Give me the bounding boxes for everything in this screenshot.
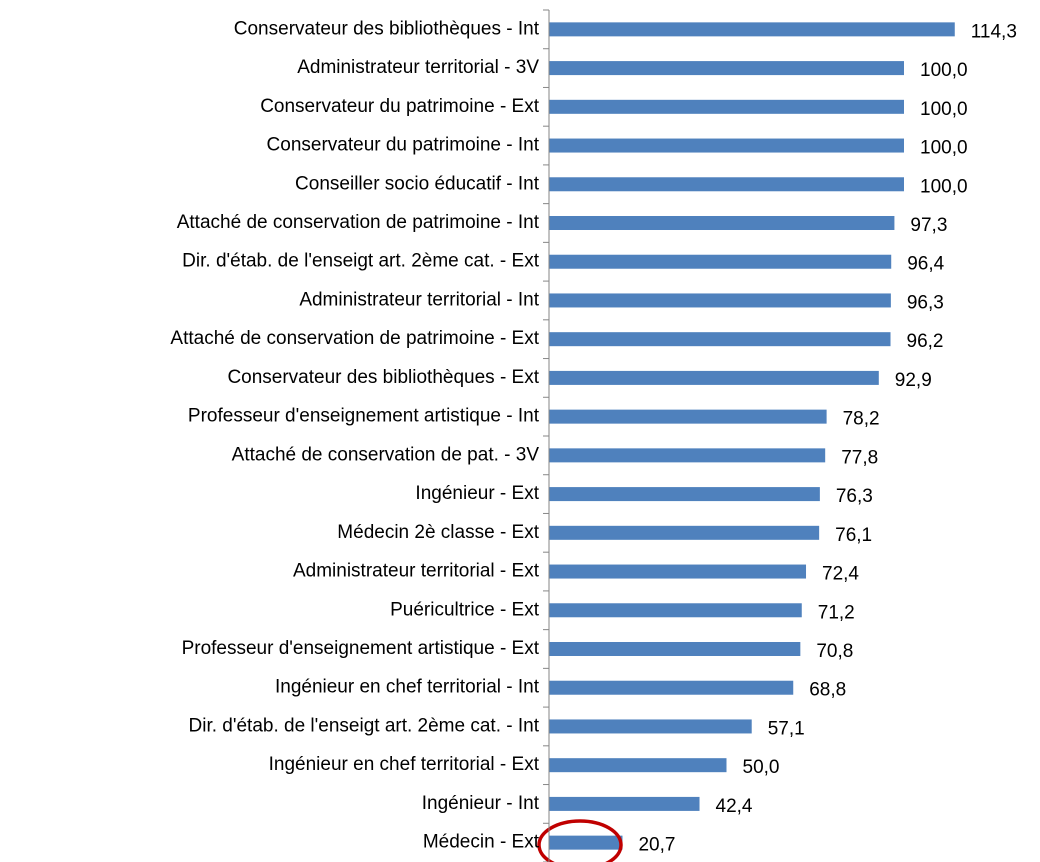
bar	[549, 835, 623, 850]
bar	[549, 22, 955, 37]
y-tick-label: Puéricultrice - Ext	[390, 599, 540, 620]
bar	[549, 216, 895, 230]
y-tick-label: Professeur d'enseignement artistique - E…	[182, 638, 540, 659]
y-tick-label: Ingénieur en chef territorial - Ext	[269, 754, 540, 775]
y-tick-label: Professeur d'enseignement artistique - I…	[188, 406, 540, 427]
bar	[549, 796, 700, 811]
bar	[549, 642, 801, 656]
value-label: 100,0	[920, 176, 968, 197]
y-tick-label: Dir. d'étab. de l'enseigt art. 2ème cat.…	[182, 251, 540, 272]
y-tick-label: Médecin - Ext	[423, 832, 540, 853]
y-tick-label: Attaché de conservation de pat. - 3V	[232, 444, 540, 465]
bar	[549, 525, 820, 540]
y-tick-label: Conservateur des bibliothèques - Int	[234, 18, 540, 39]
value-label: 76,3	[836, 486, 873, 507]
value-label: 72,4	[822, 564, 859, 585]
value-label: 96,4	[907, 254, 944, 275]
y-tick-label: Conseiller socio éducatif - Int	[295, 173, 540, 194]
bar	[549, 564, 807, 579]
value-label: 92,9	[895, 370, 932, 391]
highlight-ellipse	[537, 819, 623, 862]
y-tick-label: Ingénieur en chef territorial - Int	[275, 677, 540, 698]
y-tick-label: Administrateur territorial - 3V	[297, 57, 539, 78]
bar	[549, 758, 727, 773]
value-label: 50,0	[743, 757, 780, 778]
value-label: 78,2	[843, 409, 880, 430]
y-tick-label: Conservateur du patrimoine - Ext	[260, 96, 540, 117]
bar	[549, 177, 904, 192]
value-label: 76,1	[835, 525, 872, 546]
bar	[549, 138, 904, 153]
y-tick-label: Attaché de conservation de patrimoine - …	[170, 328, 539, 349]
value-label: 96,2	[907, 331, 944, 352]
value-label: 71,2	[818, 602, 855, 623]
bar	[549, 99, 904, 114]
bar	[549, 332, 891, 347]
value-label: 96,3	[907, 292, 944, 313]
value-label: 42,4	[716, 796, 753, 817]
bar	[549, 409, 827, 424]
bar	[549, 254, 892, 269]
y-tick-label: Dir. d'étab. de l'enseigt art. 2ème cat.…	[189, 715, 540, 736]
bar	[549, 603, 802, 618]
value-label: 70,8	[816, 641, 853, 662]
y-tick-label: Ingénieur - Int	[422, 793, 540, 814]
bar	[549, 61, 904, 76]
bar	[549, 680, 794, 695]
y-tick-label: Administrateur territorial - Ext	[293, 561, 540, 582]
value-label: 100,0	[920, 99, 968, 120]
y-tick-label: Conservateur des bibliothèques - Ext	[227, 367, 539, 388]
bar	[549, 487, 820, 502]
value-label: 100,0	[920, 60, 968, 81]
value-label: 97,3	[910, 215, 947, 236]
value-label: 68,8	[809, 680, 846, 701]
value-label: 114,3	[971, 21, 1017, 42]
value-label: 20,7	[638, 835, 675, 856]
value-label: 57,1	[768, 718, 805, 739]
value-label: 77,8	[841, 447, 878, 468]
bar	[549, 448, 826, 463]
value-label: 100,0	[920, 138, 968, 159]
y-tick-label: Médecin 2è classe - Ext	[337, 522, 539, 543]
y-tick-label: Ingénieur - Ext	[415, 483, 539, 504]
y-tick-label: Conservateur du patrimoine - Int	[267, 135, 540, 156]
y-tick-label: Attaché de conservation de patrimoine - …	[177, 212, 540, 233]
y-tick-label: Administrateur territorial - Int	[299, 289, 539, 310]
bar	[549, 719, 752, 734]
bar	[549, 293, 891, 308]
bar	[549, 370, 879, 385]
